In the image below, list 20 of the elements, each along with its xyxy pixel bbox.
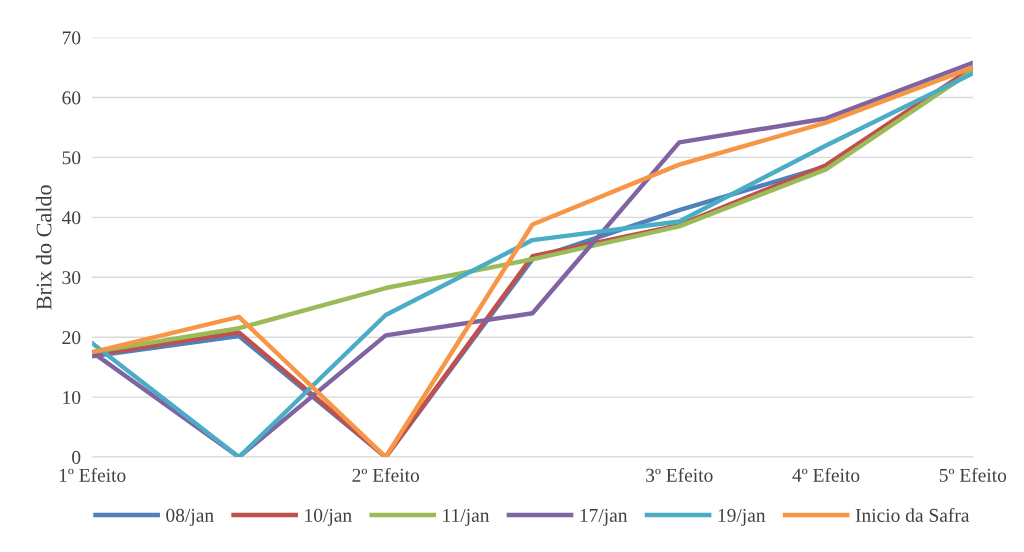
x-tick-label: 5º Efeito — [939, 467, 1007, 482]
x-tick-label: 3º Efeito — [646, 467, 713, 482]
y-tick-label: 70 — [62, 31, 81, 45]
y-tick-label: 60 — [62, 91, 81, 105]
y-tick-label: 40 — [61, 211, 81, 225]
legend-label: 19/jan — [718, 508, 766, 526]
legend-label: Inicio da Safra — [855, 508, 970, 522]
y-tick-label: 0 — [72, 450, 81, 464]
y-tick-label: 50 — [62, 151, 81, 165]
y-axis-title: Brix do Caldo — [35, 185, 52, 310]
y-tick-label: 30 — [62, 271, 81, 285]
legend-label: 08/jan — [166, 508, 214, 526]
legend-label: 11/jan — [443, 508, 490, 526]
legend-label: 17/jan — [580, 508, 628, 526]
y-tick-label: 10 — [63, 390, 81, 405]
legend-label: 10/jan — [305, 508, 352, 526]
y-tick-label: 20 — [62, 331, 81, 345]
x-tick-label: 2º Efeito — [352, 467, 420, 482]
x-tick-label: 4º Efeito — [792, 467, 860, 482]
x-tick-label: 1º Efeito — [59, 467, 126, 482]
